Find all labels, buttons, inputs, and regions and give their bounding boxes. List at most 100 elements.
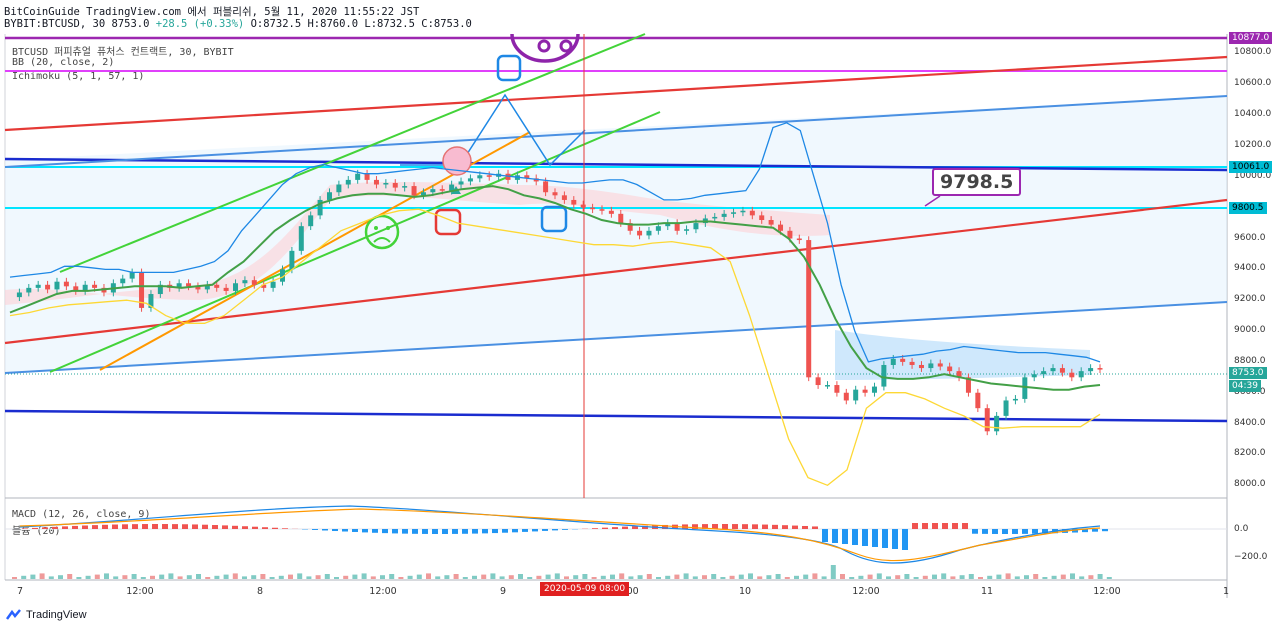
macd-bar — [392, 529, 398, 534]
macd-axis-m200: −200.0 — [1234, 552, 1268, 562]
legend-macd[interactable]: MACD (12, 26, close, 9) — [12, 509, 151, 520]
macd-bar — [52, 526, 58, 529]
candle-body — [712, 216, 718, 219]
macd-bar — [92, 525, 98, 529]
macd-bar — [752, 524, 758, 529]
volume-bar — [849, 577, 855, 579]
candle-body — [608, 210, 614, 214]
volume-bar — [720, 577, 726, 579]
volume-bar — [85, 575, 91, 579]
macd-bar — [962, 523, 968, 529]
candle-body — [552, 192, 558, 196]
candle-body — [1069, 372, 1075, 378]
y-tick-label: 8800.0 — [1234, 355, 1266, 366]
macd-bar — [322, 529, 328, 531]
macd-bar — [1102, 529, 1108, 532]
macd-bar — [442, 529, 448, 534]
volume-bar — [545, 574, 551, 579]
legend-volume[interactable]: 볼륨 (20) — [12, 526, 61, 537]
candle-body — [157, 284, 163, 295]
callout-pointer — [924, 195, 941, 207]
candle-body — [458, 181, 464, 185]
candle-body — [214, 284, 220, 288]
macd-bar — [982, 529, 988, 534]
volume-bar — [600, 575, 606, 579]
candle-body — [261, 284, 267, 288]
candle-body — [965, 377, 971, 393]
macd-bar — [882, 529, 888, 548]
volume-bar — [656, 577, 661, 579]
volume-bar — [978, 577, 983, 579]
bb-basis-line — [9, 185, 1101, 391]
y-tick-label: 8400.0 — [1234, 417, 1266, 428]
drawn-zigzag — [400, 93, 586, 167]
macd-bar — [122, 524, 128, 529]
tag-countdown: 04:39 — [1229, 380, 1261, 392]
candle-body — [994, 415, 1000, 432]
volume-bar — [490, 573, 496, 579]
volume-bar — [343, 575, 349, 579]
candle-body — [796, 238, 802, 241]
volume-bar — [389, 574, 395, 579]
x-tick-label: 12:00 — [852, 586, 880, 597]
macd-bar — [312, 529, 318, 530]
macd-bar — [112, 524, 118, 529]
brand-label: TradingView — [26, 609, 87, 621]
volume-bar — [913, 577, 919, 579]
macd-bar — [1012, 529, 1018, 534]
tradingview-logo-icon — [6, 609, 21, 620]
candle-body — [524, 175, 530, 179]
legend-bb[interactable]: BB (20, close, 2) — [12, 57, 115, 68]
volume-bar — [738, 574, 744, 579]
legend-title[interactable]: BTCUSD 퍼피츄얼 퓨처스 컨트랙트, 30, BYBIT — [12, 47, 234, 58]
tag-top: 10877.0 — [1229, 32, 1273, 44]
macd-bar — [242, 526, 248, 529]
volume-bar — [711, 574, 717, 579]
volume-bar — [748, 573, 753, 579]
candle-body — [655, 226, 661, 231]
candle-body — [326, 192, 332, 200]
bb-upper-line — [9, 122, 1101, 363]
candle-body — [674, 223, 680, 231]
candle-body — [571, 199, 577, 205]
volume-bar — [821, 576, 827, 579]
volume-bar — [895, 575, 901, 579]
candle-body — [242, 280, 248, 284]
thumb-down-icon — [434, 208, 462, 236]
volume-bar — [784, 577, 790, 579]
volume-bar — [729, 575, 735, 579]
macd-bar — [822, 529, 828, 542]
legend-ichimoku[interactable]: Ichimoku (5, 1, 57, 1) — [12, 71, 145, 82]
macd-bar — [722, 524, 728, 529]
macd-bar — [352, 529, 358, 532]
macd-bar — [872, 529, 878, 547]
volume-bar — [876, 573, 882, 579]
volume-bar — [536, 575, 542, 579]
volume-bar — [1051, 575, 1057, 579]
candle-body — [543, 181, 549, 193]
volume-bar — [159, 574, 165, 579]
y-tick-label: 9200.0 — [1234, 294, 1266, 305]
price-callout[interactable]: 9798.5 — [932, 168, 1022, 196]
macd-bar — [1042, 529, 1048, 534]
candle-body — [881, 364, 887, 387]
volume-bar — [251, 575, 257, 579]
volume-bar — [573, 575, 579, 579]
candle-body — [420, 192, 426, 196]
candle-body — [1097, 368, 1103, 370]
macd-histogram — [22, 523, 1108, 550]
volume-bar — [242, 576, 247, 579]
trendline-green-1 — [49, 111, 661, 373]
volume-bar — [288, 574, 293, 579]
brand[interactable]: TradingView — [6, 609, 87, 621]
volume-bar — [1014, 576, 1020, 579]
volume-bar — [481, 574, 487, 579]
candle-body — [984, 408, 990, 432]
volume-bar — [1024, 575, 1029, 579]
candle-body — [665, 223, 671, 227]
candle-body — [759, 215, 765, 220]
candle-body — [731, 212, 737, 214]
trendline-blue-bottom — [4, 301, 1228, 374]
candle-body — [233, 283, 239, 291]
